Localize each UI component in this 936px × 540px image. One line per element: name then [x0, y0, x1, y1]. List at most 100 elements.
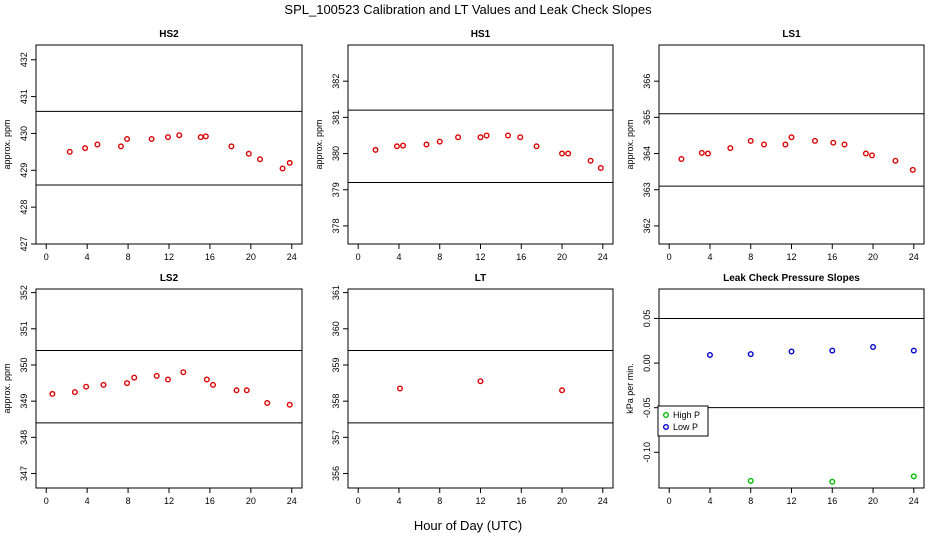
legend: High P Low P [657, 405, 709, 437]
x-tick-label: 24 [598, 496, 608, 506]
x-tick-label: 4 [396, 496, 401, 506]
data-point [788, 134, 795, 141]
legend-box [657, 405, 709, 437]
data-point [892, 157, 899, 164]
data-point [862, 150, 869, 157]
data-point [597, 165, 604, 172]
y-tick-label: 351 [19, 321, 29, 336]
data-point [811, 137, 818, 144]
data-point [747, 137, 754, 144]
data-point [477, 134, 484, 141]
x-tick-label: 8 [748, 252, 753, 262]
x-tick-label: 16 [516, 252, 526, 262]
data-point [559, 387, 566, 394]
legend-marker [663, 412, 670, 419]
plot-frame [658, 44, 925, 245]
data-point [66, 148, 73, 155]
data-point [400, 142, 407, 149]
x-tick-label: 24 [598, 252, 608, 262]
x-tick-label: 4 [85, 252, 90, 262]
y-tick-label: 364 [642, 146, 652, 161]
panel-4: LT 0 4 8 12 16 20 24 356 357 358 359 360 361 [331, 273, 614, 506]
x-tick-label: 0 [356, 496, 361, 506]
plot-frame [347, 288, 614, 489]
y-tick-label: 352 [19, 285, 29, 300]
x-tick-label: 12 [786, 496, 796, 506]
y-axis-label: approx. ppm [2, 363, 12, 413]
data-point [747, 477, 754, 484]
y-tick-label: 382 [331, 74, 341, 89]
data-point [869, 152, 876, 159]
data-point [436, 138, 443, 145]
data-point [131, 374, 138, 381]
y-tick-label: 432 [19, 52, 29, 67]
x-tick-label: 12 [475, 496, 485, 506]
x-tick-label: 8 [126, 496, 131, 506]
figure-title: SPL_100523 Calibration and LT Values and… [284, 2, 652, 17]
data-point [164, 376, 171, 383]
x-tick-label: 8 [748, 496, 753, 506]
panel-title: LS1 [782, 29, 801, 40]
data-point [829, 347, 836, 354]
panel-1: HS1 0 4 8 12 16 20 24 378 379 380 381 382 approx. ppm [314, 29, 614, 262]
data-point [209, 381, 216, 388]
y-tick-label: 361 [331, 285, 341, 300]
data-point [706, 352, 713, 359]
y-tick-label: 350 [19, 357, 29, 372]
data-point [830, 139, 837, 146]
data-point [82, 145, 89, 152]
x-tick-label: 20 [246, 252, 256, 262]
x-tick-label: 16 [516, 496, 526, 506]
x-tick-label: 24 [909, 252, 919, 262]
x-tick-label: 0 [44, 496, 49, 506]
x-tick-label: 20 [246, 496, 256, 506]
x-tick-label: 4 [707, 496, 712, 506]
x-tick-label: 16 [205, 496, 215, 506]
legend-label: Low P [673, 422, 698, 432]
x-tick-label: 16 [827, 252, 837, 262]
y-tick-label: 380 [331, 146, 341, 161]
data-point [829, 478, 836, 485]
y-tick-label: 378 [331, 218, 341, 233]
y-tick-label: 428 [19, 200, 29, 215]
data-point [257, 156, 264, 163]
data-point [100, 381, 107, 388]
panel-title: HS1 [471, 29, 491, 40]
x-tick-label: 24 [909, 496, 919, 506]
data-point [396, 385, 403, 392]
y-tick-label: -0.05 [642, 397, 652, 418]
x-tick-label: 4 [396, 252, 401, 262]
data-point [71, 389, 78, 396]
y-tick-label: 431 [19, 89, 29, 104]
data-point [704, 150, 711, 157]
y-tick-label: 429 [19, 163, 29, 178]
panel-title: HS2 [159, 29, 179, 40]
legend-marker [663, 424, 670, 431]
data-point [477, 378, 484, 385]
data-point [505, 132, 512, 139]
y-tick-label: 0.05 [642, 310, 652, 328]
y-axis-label: kPa per min. [625, 363, 635, 414]
data-point [124, 380, 131, 387]
y-axis-label: approx. ppm [2, 119, 12, 169]
data-point [124, 135, 131, 142]
data-point [94, 141, 101, 148]
data-point [286, 401, 293, 408]
data-point [202, 133, 209, 140]
x-tick-label: 16 [827, 496, 837, 506]
x-tick-label: 12 [164, 252, 174, 262]
data-point [279, 165, 286, 172]
x-tick-label: 0 [44, 252, 49, 262]
panel-5: Leak Check Pressure Slopes 0 4 8 12 16 20 24 -0.… [625, 273, 925, 506]
data-point [164, 134, 171, 141]
x-tick-label: 4 [85, 496, 90, 506]
x-tick-label: 8 [437, 252, 442, 262]
x-tick-label: 0 [667, 252, 672, 262]
x-tick-label: 20 [557, 252, 567, 262]
data-point [760, 141, 767, 148]
data-point [565, 150, 572, 157]
data-point [243, 387, 250, 394]
data-point [180, 369, 187, 376]
